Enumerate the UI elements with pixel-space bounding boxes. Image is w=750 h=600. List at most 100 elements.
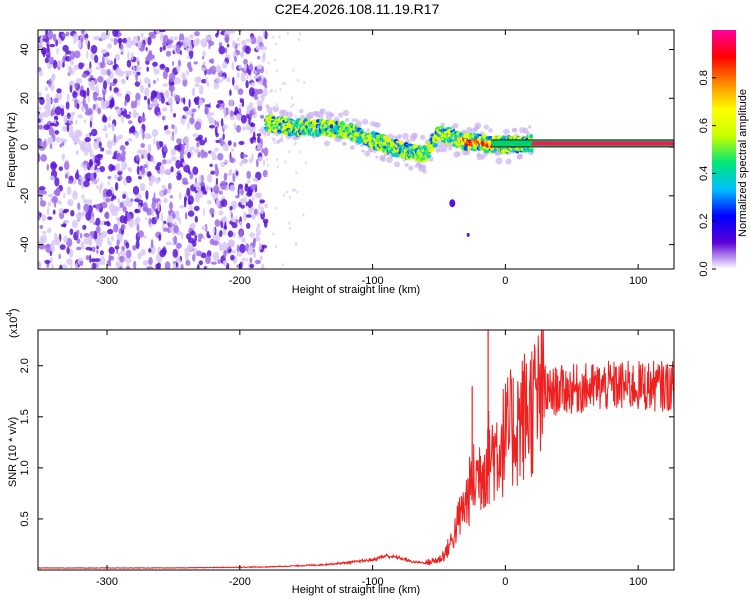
noise-speck: [201, 67, 206, 71]
noise-speck: [200, 149, 206, 159]
noise-speck: [44, 86, 48, 91]
noise-speck: [164, 261, 171, 269]
noise-speck: [256, 192, 262, 199]
noise-speck: [123, 178, 127, 186]
noise-speck: [175, 173, 178, 177]
noise-speck: [124, 99, 127, 107]
noise-speck: [161, 161, 164, 168]
noise-speck: [173, 36, 178, 41]
noise-speck: [83, 198, 89, 204]
noise-speck: [158, 191, 164, 197]
noise-speck: [176, 242, 182, 249]
noise-speck: [240, 197, 245, 206]
ridge-halo: [404, 163, 409, 167]
noise-speck: [49, 175, 55, 180]
noise-speck: [218, 242, 222, 247]
noise-speck: [62, 61, 65, 68]
noise-speck: [121, 150, 126, 156]
noise-speck: [222, 260, 228, 267]
noise-speck: [51, 195, 59, 204]
noise-region: [38, 30, 307, 269]
noise-speck: [75, 262, 78, 269]
noise-speck: [255, 236, 261, 242]
ridge-halo: [272, 137, 276, 141]
ridge-blob: [331, 133, 337, 138]
ridge-halo: [420, 164, 427, 170]
noise-speck: [140, 143, 145, 148]
noise-speck: [183, 97, 186, 105]
noise-speck: [140, 154, 144, 160]
noise-speck: [72, 33, 79, 42]
noise-speck: [166, 44, 174, 49]
noise-speck: [194, 215, 198, 223]
noise-speck: [170, 134, 174, 141]
noise-speck: [46, 163, 49, 171]
noise-speck: [188, 44, 193, 52]
noise-speck: [147, 135, 152, 139]
noise-speck: [231, 217, 236, 223]
noise-speck: [240, 204, 245, 209]
spectrogram-xlabel: Height of straight line (km): [292, 284, 420, 296]
noise-speck: [165, 159, 173, 164]
noise-speck: [267, 61, 270, 65]
noise-speck: [195, 137, 202, 142]
noise-speck: [302, 213, 305, 217]
noise-speck: [230, 254, 235, 261]
noise-speck: [96, 136, 102, 142]
noise-speck: [186, 233, 192, 240]
noise-speck: [115, 261, 121, 268]
noise-speck: [189, 172, 194, 180]
noise-speck: [261, 53, 266, 63]
ridge-halo: [474, 122, 482, 129]
noise-speck: [203, 190, 208, 195]
noise-speck: [165, 241, 173, 246]
noise-speck: [53, 97, 59, 104]
noise-speck: [243, 211, 248, 221]
ridge-blob: [390, 138, 394, 142]
noise-speck: [246, 258, 249, 262]
noise-speck: [205, 35, 212, 41]
noise-speck: [39, 97, 45, 105]
noise-speck: [198, 85, 204, 95]
noise-speck: [130, 100, 136, 109]
noise-speck: [214, 120, 217, 126]
noise-speck: [49, 257, 53, 264]
noise-speck: [246, 222, 251, 229]
noise-speck: [244, 195, 247, 204]
noise-speck: [43, 124, 50, 131]
noise-speck: [47, 193, 54, 198]
noise-speck: [235, 125, 242, 133]
noise-speck: [288, 150, 291, 154]
ridge-halo: [375, 155, 379, 159]
noise-speck: [93, 104, 96, 111]
noise-speck: [112, 78, 118, 84]
noise-speck: [93, 140, 100, 150]
colorbar-gradient: [712, 30, 736, 269]
noise-speck: [266, 157, 269, 161]
noise-speck: [66, 124, 70, 133]
noise-speck: [197, 104, 200, 109]
noise-speck: [256, 88, 264, 95]
noise-speck: [145, 55, 152, 62]
noise-speck: [213, 80, 219, 90]
noise-speck: [254, 96, 259, 100]
noise-speck: [42, 35, 47, 39]
noise-speck: [227, 230, 234, 238]
noise-speck: [134, 198, 140, 203]
noise-speck: [126, 39, 133, 49]
ridge-halo: [495, 157, 503, 165]
noise-speck: [55, 136, 61, 143]
noise-speck: [286, 31, 289, 35]
noise-speck: [257, 55, 261, 60]
multiplier-close: ): [8, 308, 20, 312]
noise-speck: [223, 172, 228, 181]
noise-speck: [132, 65, 135, 75]
ridge-halo: [422, 168, 427, 174]
ridge-halo: [503, 128, 510, 135]
noise-speck: [99, 166, 105, 173]
noise-speck: [44, 259, 51, 264]
noise-speck: [240, 50, 245, 59]
noise-speck: [284, 160, 287, 164]
noise-speck: [79, 89, 86, 97]
noise-speck: [241, 40, 247, 46]
